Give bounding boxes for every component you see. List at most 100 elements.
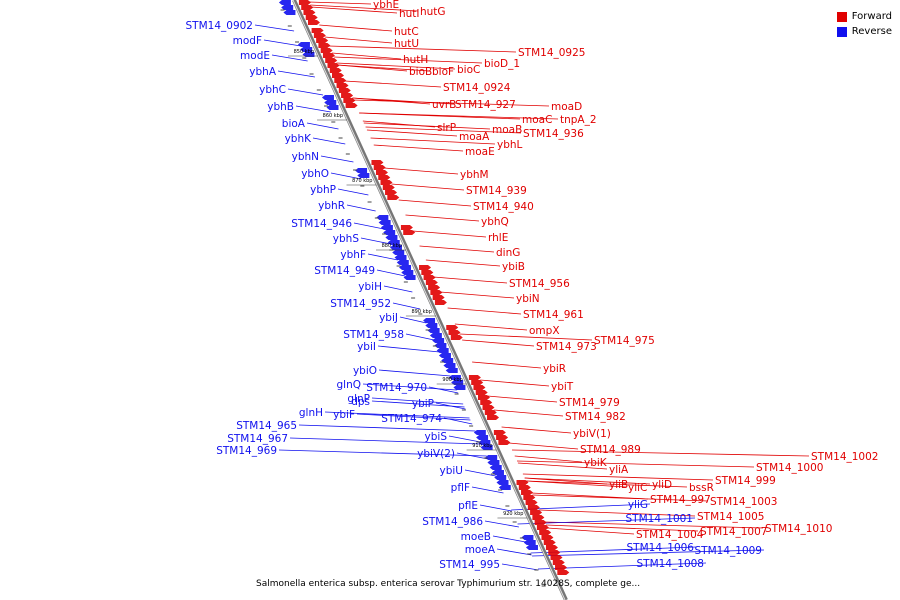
gene-label-stm14-946[interactable]: STM14_946 bbox=[291, 218, 352, 230]
gene-label-stm14-975[interactable]: STM14_975 bbox=[594, 335, 655, 347]
reverse-gene-feature[interactable] bbox=[491, 470, 504, 475]
forward-gene-feature[interactable] bbox=[539, 530, 552, 535]
gene-label-ybip[interactable]: ybiP bbox=[412, 398, 434, 410]
reverse-gene-feature[interactable] bbox=[326, 105, 339, 110]
gene-label-ybhs[interactable]: ybhS bbox=[333, 233, 360, 245]
gene-label-ybio[interactable]: ybiO bbox=[353, 365, 377, 377]
forward-gene-feature[interactable] bbox=[480, 400, 493, 405]
forward-gene-feature[interactable] bbox=[343, 98, 356, 103]
gene-label-biob[interactable]: bioB bbox=[409, 66, 432, 78]
forward-gene-feature[interactable] bbox=[487, 415, 500, 420]
forward-gene-feature[interactable] bbox=[448, 330, 461, 335]
forward-gene-feature[interactable] bbox=[428, 285, 441, 290]
gene-label-ybiv-1[interactable]: ybiV(1) bbox=[573, 428, 611, 440]
gene-label-stm14-1009[interactable]: STM14_1009 bbox=[695, 545, 762, 557]
gene-label-modf[interactable]: modF bbox=[233, 35, 262, 47]
reverse-gene-feature[interactable] bbox=[383, 230, 396, 235]
gene-label-ybhr[interactable]: ybhR bbox=[318, 200, 345, 212]
gene-label-huti[interactable]: hutI bbox=[399, 8, 420, 20]
gene-label-stm14-970[interactable]: STM14_970 bbox=[366, 382, 427, 394]
gene-label-stm14-1008[interactable]: STM14_1008 bbox=[637, 558, 704, 570]
gene-label-stm14-958[interactable]: STM14_958 bbox=[343, 329, 404, 341]
gene-label-ybhp[interactable]: ybhP bbox=[310, 184, 336, 196]
gene-label-ybhl[interactable]: ybhL bbox=[497, 139, 523, 151]
gene-label-moeb[interactable]: moeB bbox=[461, 531, 491, 543]
gene-label-ybin[interactable]: ybiN bbox=[516, 293, 540, 305]
gene-label-ding[interactable]: dinG bbox=[496, 247, 520, 259]
reverse-gene-feature[interactable] bbox=[441, 358, 454, 363]
gene-label-slrp[interactable]: slrP bbox=[437, 122, 456, 134]
reverse-gene-feature[interactable] bbox=[378, 220, 391, 225]
gene-label-ybhk[interactable]: ybhK bbox=[285, 133, 313, 145]
gene-label-bssr[interactable]: bssR bbox=[689, 482, 714, 494]
gene-label-ybiu[interactable]: ybiU bbox=[440, 465, 463, 477]
gene-label-stm14-979[interactable]: STM14_979 bbox=[559, 397, 620, 409]
reverse-gene-feature[interactable] bbox=[434, 343, 447, 348]
gene-label-huth[interactable]: hutH bbox=[403, 54, 428, 66]
reverse-gene-feature[interactable] bbox=[399, 265, 412, 270]
reverse-gene-feature[interactable] bbox=[480, 445, 493, 450]
reverse-gene-feature[interactable] bbox=[355, 168, 368, 173]
gene-label-moab[interactable]: moaB bbox=[492, 124, 522, 136]
gene-label-stm14-956[interactable]: STM14_956 bbox=[509, 278, 570, 290]
forward-gene-feature[interactable] bbox=[450, 335, 463, 340]
gene-label-ylig[interactable]: yliG bbox=[628, 499, 648, 511]
gene-label-stm14-1005[interactable]: STM14_1005 bbox=[697, 511, 764, 523]
gene-label-ybhc[interactable]: ybhC bbox=[259, 84, 286, 96]
forward-gene-feature[interactable] bbox=[446, 325, 459, 330]
forward-gene-feature[interactable] bbox=[496, 435, 509, 440]
forward-gene-feature[interactable] bbox=[530, 510, 543, 515]
reverse-gene-feature[interactable] bbox=[392, 250, 405, 255]
gene-label-stm14-949[interactable]: STM14_949 bbox=[314, 265, 375, 277]
gene-label-ybhm[interactable]: ybhM bbox=[460, 169, 489, 181]
gene-label-tnpa-2[interactable]: tnpA_2 bbox=[560, 114, 597, 126]
reverse-gene-feature[interactable] bbox=[423, 318, 436, 323]
gene-label-stm14-940[interactable]: STM14_940 bbox=[473, 201, 534, 213]
forward-gene-feature[interactable] bbox=[303, 10, 316, 15]
reverse-gene-feature[interactable] bbox=[427, 328, 440, 333]
gene-label-stm14-997[interactable]: STM14_997 bbox=[650, 494, 711, 506]
forward-gene-feature[interactable] bbox=[557, 570, 570, 575]
forward-gene-feature[interactable] bbox=[322, 53, 335, 58]
forward-gene-feature[interactable] bbox=[305, 15, 318, 20]
gene-label-ybhf[interactable]: ybhF bbox=[340, 249, 366, 261]
forward-gene-feature[interactable] bbox=[338, 88, 351, 93]
reverse-gene-feature[interactable] bbox=[496, 480, 509, 485]
forward-gene-feature[interactable] bbox=[518, 485, 531, 490]
forward-gene-feature[interactable] bbox=[421, 270, 434, 275]
gene-label-ylia[interactable]: yliA bbox=[609, 464, 629, 476]
gene-label-bioa[interactable]: bioA bbox=[282, 118, 306, 130]
gene-label-ylid[interactable]: yliD bbox=[652, 479, 672, 491]
gene-label-stm14-999[interactable]: STM14_999 bbox=[715, 475, 776, 487]
gene-label-stm14-1007[interactable]: STM14_1007 bbox=[700, 526, 767, 538]
reverse-gene-feature[interactable] bbox=[432, 338, 445, 343]
forward-gene-feature[interactable] bbox=[311, 28, 324, 33]
gene-label-ybha[interactable]: ybhA bbox=[249, 66, 277, 78]
gene-label-pfle[interactable]: pflE bbox=[458, 500, 478, 512]
reverse-gene-feature[interactable] bbox=[403, 275, 416, 280]
forward-gene-feature[interactable] bbox=[545, 545, 558, 550]
gene-label-ompx[interactable]: ompX bbox=[529, 325, 560, 337]
reverse-gene-feature[interactable] bbox=[389, 245, 402, 250]
gene-label-stm14-1003[interactable]: STM14_1003 bbox=[710, 496, 777, 508]
forward-gene-feature[interactable] bbox=[423, 275, 436, 280]
forward-gene-feature[interactable] bbox=[548, 550, 561, 555]
gene-label-stm14-1004[interactable]: STM14_1004 bbox=[636, 529, 704, 541]
gene-label-moad[interactable]: moaD bbox=[551, 101, 582, 113]
forward-gene-feature[interactable] bbox=[419, 265, 432, 270]
reverse-gene-feature[interactable] bbox=[297, 42, 310, 47]
gene-label-stm14-927[interactable]: STM14_927 bbox=[455, 99, 516, 111]
forward-gene-feature[interactable] bbox=[334, 78, 347, 83]
gene-label-stm14-967[interactable]: STM14_967 bbox=[227, 433, 288, 445]
gene-label-stm14-989[interactable]: STM14_989 bbox=[580, 444, 641, 456]
gene-label-ybij[interactable]: ybiJ bbox=[379, 312, 398, 324]
gene-label-ybit[interactable]: ybiT bbox=[551, 381, 574, 393]
reverse-gene-feature[interactable] bbox=[498, 485, 511, 490]
reverse-gene-feature[interactable] bbox=[324, 100, 337, 105]
reverse-gene-feature[interactable] bbox=[396, 260, 409, 265]
forward-gene-feature[interactable] bbox=[477, 395, 490, 400]
gene-label-ylib[interactable]: yliB bbox=[609, 479, 628, 491]
forward-gene-feature[interactable] bbox=[493, 430, 506, 435]
forward-gene-feature[interactable] bbox=[541, 535, 554, 540]
gene-label-ybis[interactable]: ybiS bbox=[425, 431, 448, 443]
